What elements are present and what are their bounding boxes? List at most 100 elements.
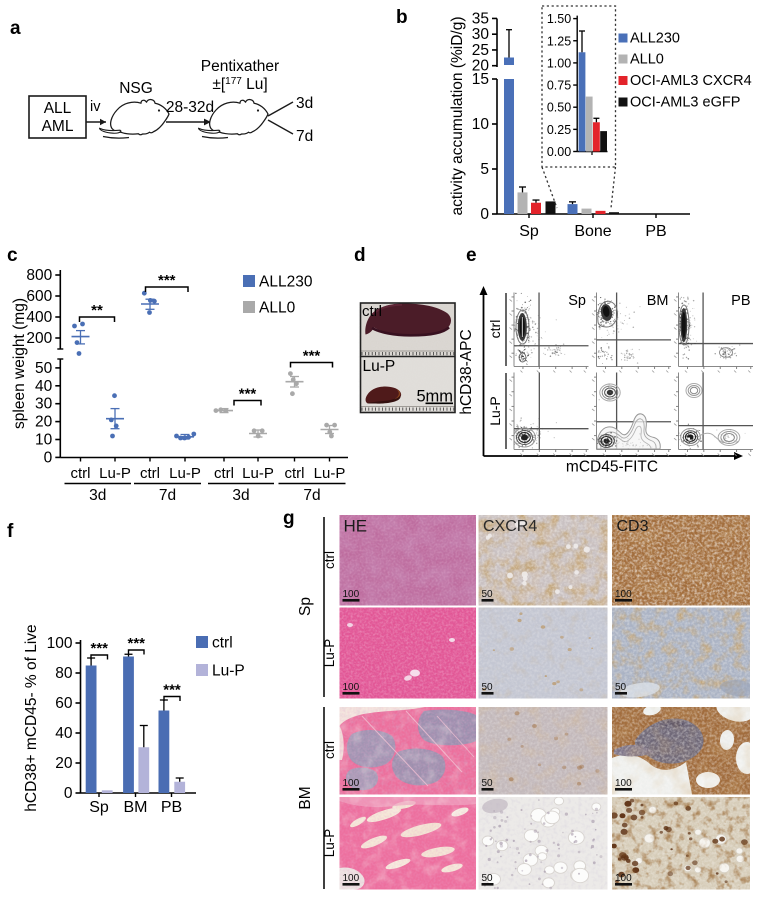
svg-text:ctrl: ctrl (322, 551, 337, 569)
svg-text:40: 40 (35, 378, 53, 395)
svg-text:7d: 7d (296, 128, 313, 145)
svg-text:ctrl: ctrl (362, 303, 382, 320)
svg-text:0.75: 0.75 (547, 79, 571, 93)
svg-text:Lu-P: Lu-P (99, 465, 131, 482)
svg-text:0: 0 (480, 206, 489, 223)
svg-text:iv: iv (90, 99, 101, 115)
svg-text:28-32d: 28-32d (166, 99, 214, 116)
svg-text:ALL0: ALL0 (259, 300, 296, 317)
svg-text:ctrl: ctrl (71, 465, 91, 482)
svg-text:1.00: 1.00 (547, 56, 571, 70)
svg-text:50: 50 (35, 360, 53, 377)
svg-text:a: a (10, 18, 21, 39)
svg-text:Lu-P: Lu-P (242, 465, 274, 482)
svg-text:NSG: NSG (119, 80, 153, 97)
svg-text:d: d (354, 245, 366, 266)
svg-text:25: 25 (472, 42, 489, 59)
svg-text:OCI-AML3 CXCR4: OCI-AML3 CXCR4 (630, 73, 752, 89)
svg-text:Lu-P: Lu-P (322, 639, 337, 668)
svg-text:0.25: 0.25 (547, 123, 571, 137)
svg-text:PB: PB (161, 799, 182, 816)
svg-text:Lu-P: Lu-P (314, 465, 346, 482)
svg-text:10: 10 (35, 432, 53, 449)
svg-text:Sp: Sp (297, 597, 314, 616)
svg-text:BM: BM (647, 293, 669, 309)
svg-text:b: b (396, 7, 408, 28)
svg-text:20: 20 (55, 755, 73, 772)
svg-text:100: 100 (615, 589, 632, 600)
svg-text:Lu-P: Lu-P (169, 465, 201, 482)
svg-text:OCI-AML3 eGFP: OCI-AML3 eGFP (630, 95, 740, 111)
svg-text:0: 0 (44, 449, 53, 466)
svg-text:5: 5 (480, 161, 489, 178)
svg-text:***: *** (90, 640, 108, 657)
svg-text:mCD45-FITC: mCD45-FITC (566, 459, 658, 476)
svg-text:spleen weight (mg): spleen weight (mg) (11, 298, 28, 429)
svg-text:20: 20 (35, 414, 53, 431)
svg-text:7d: 7d (159, 487, 176, 504)
svg-text:**: ** (91, 302, 103, 319)
svg-text:35: 35 (472, 10, 489, 27)
svg-text:Bone: Bone (574, 223, 611, 240)
svg-text:ctrl: ctrl (322, 741, 337, 759)
svg-text:50: 50 (482, 778, 494, 789)
svg-text:3d: 3d (89, 487, 106, 504)
svg-text:Lu-P: Lu-P (363, 358, 396, 375)
svg-text:mm: mm (426, 388, 454, 406)
svg-text:Pentixather: Pentixather (201, 58, 279, 75)
svg-text:50: 50 (482, 682, 494, 693)
svg-text:PB: PB (645, 223, 666, 240)
svg-text:100: 100 (615, 873, 632, 884)
svg-text:15: 15 (472, 71, 489, 88)
svg-text:60: 60 (55, 695, 73, 712)
svg-text:Sp: Sp (568, 293, 586, 309)
svg-text:30: 30 (472, 26, 490, 43)
svg-text:c: c (7, 245, 18, 266)
svg-text:0.50: 0.50 (547, 101, 571, 115)
svg-text:800: 800 (26, 267, 52, 284)
svg-text:ALL230: ALL230 (259, 274, 313, 291)
svg-text:AML: AML (42, 118, 74, 135)
svg-text:40: 40 (55, 725, 73, 742)
svg-text:ALL0: ALL0 (630, 52, 664, 68)
svg-text:7d: 7d (303, 487, 320, 504)
svg-text:hCD38+ mCD45- % of Live: hCD38+ mCD45- % of Live (23, 624, 40, 811)
svg-text:100: 100 (343, 682, 360, 693)
svg-text:CD3: CD3 (617, 518, 649, 535)
svg-text:0: 0 (64, 785, 73, 802)
svg-text:activity accumulation (%iD/g): activity accumulation (%iD/g) (449, 17, 466, 216)
svg-text:50: 50 (482, 589, 494, 600)
svg-text:***: *** (158, 272, 176, 289)
svg-text:e: e (466, 245, 477, 266)
svg-text:100: 100 (47, 635, 73, 652)
svg-text:±[177 Lu]: ±[177 Lu] (212, 76, 267, 94)
svg-text:400: 400 (26, 309, 52, 326)
svg-text:Lu-P: Lu-P (322, 829, 337, 858)
svg-text:30: 30 (35, 396, 53, 413)
svg-text:ctrl: ctrl (212, 635, 233, 652)
svg-text:HE: HE (344, 517, 368, 536)
svg-text:100: 100 (343, 778, 360, 789)
svg-text:***: *** (239, 386, 257, 403)
svg-text:ctrl: ctrl (487, 320, 503, 339)
svg-text:BM: BM (297, 786, 314, 809)
svg-text:200: 200 (26, 330, 52, 347)
svg-text:ctrl: ctrl (214, 465, 234, 482)
svg-text:100: 100 (343, 873, 360, 884)
svg-text:50: 50 (615, 682, 627, 693)
svg-text:100: 100 (615, 778, 632, 789)
svg-text:BM: BM (124, 799, 148, 816)
svg-text:***: *** (163, 682, 181, 699)
svg-text:PB: PB (731, 293, 750, 309)
svg-text:3d: 3d (296, 95, 313, 112)
svg-text:***: *** (303, 348, 321, 365)
svg-text:ctrl: ctrl (140, 465, 160, 482)
svg-text:Sp: Sp (519, 223, 539, 240)
svg-text:100: 100 (343, 589, 360, 600)
svg-text:Lu-P: Lu-P (212, 663, 245, 680)
svg-text:50: 50 (482, 873, 494, 884)
svg-text:hCD38-APC: hCD38-APC (458, 329, 475, 414)
svg-text:80: 80 (55, 665, 73, 682)
svg-text:1.25: 1.25 (547, 34, 571, 48)
svg-text:CXCR4: CXCR4 (483, 518, 537, 535)
